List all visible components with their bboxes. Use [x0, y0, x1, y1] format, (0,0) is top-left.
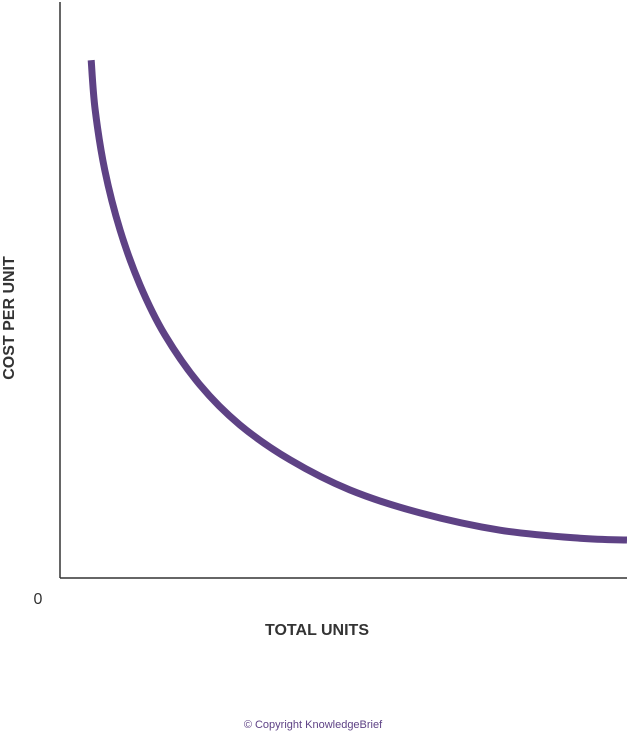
curve [87, 59, 627, 544]
caption: © Copyright KnowledgeBrief [244, 719, 383, 731]
x-axis-label: TOTAL UNITS [265, 622, 369, 639]
y-axis-label: COST PER UNIT [1, 256, 18, 380]
x-tick-label: 0 [34, 591, 43, 608]
